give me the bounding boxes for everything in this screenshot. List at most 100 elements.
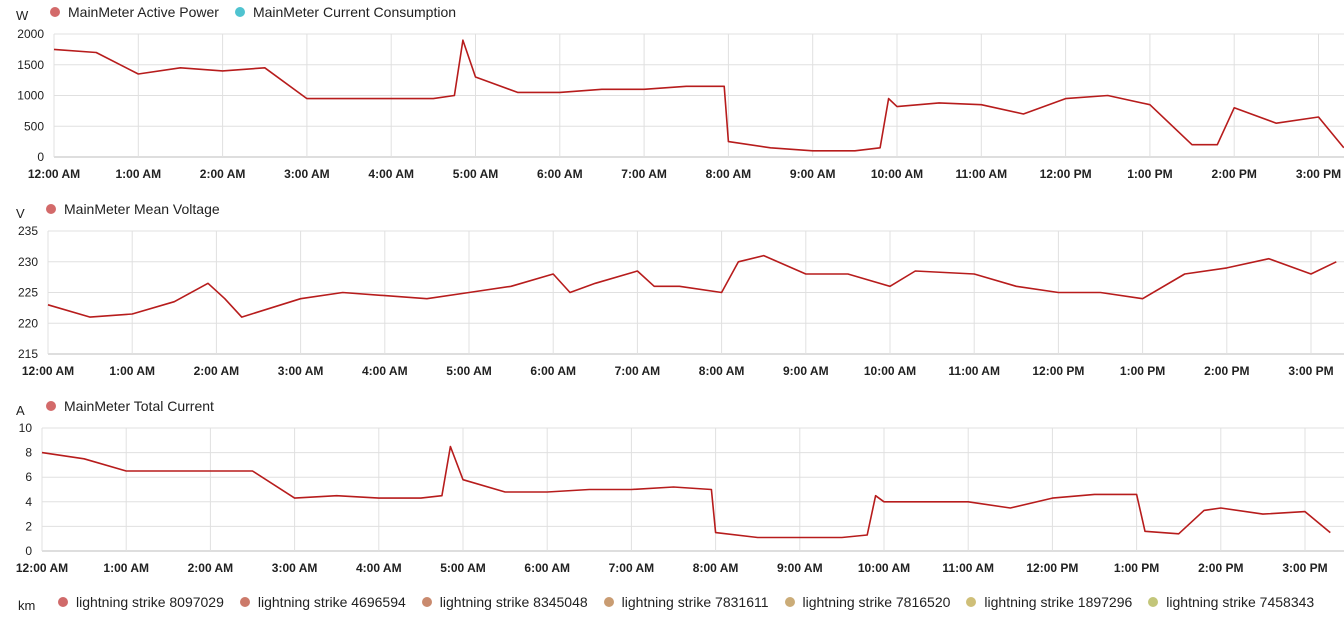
x-tick-label: 3:00 AM [284, 167, 330, 181]
x-tick-label: 6:00 AM [537, 167, 583, 181]
x-tick-label: 1:00 AM [116, 167, 162, 181]
x-tick-label: 1:00 PM [1120, 364, 1165, 378]
series-line [53, 39, 1344, 152]
chart-legend: MainMeter Total Current [46, 398, 230, 414]
y-tick-label: 0 [25, 544, 32, 558]
legend-dot-icon [239, 597, 250, 607]
legend-dot-icon [421, 597, 432, 607]
x-tick-label: 9:00 AM [783, 364, 829, 378]
y-tick-label: 1500 [17, 58, 44, 72]
legend-item-current-consumption[interactable]: MainMeter Current Consumption [234, 4, 457, 20]
y-tick-label: 1000 [17, 89, 44, 103]
legend-label: MainMeter Total Current [64, 398, 214, 414]
legend-label: lightning strike 4696594 [257, 594, 406, 610]
x-tick-label: 4:00 AM [368, 167, 414, 181]
legend-item-mean-voltage[interactable]: MainMeter Mean Voltage [46, 201, 220, 217]
x-tick-label: 12:00 AM [28, 167, 80, 181]
power-chart-panel: W MainMeter Active Power MainMeter Curre… [0, 0, 1344, 190]
x-tick-label: 9:00 AM [790, 167, 836, 181]
x-tick-label: 6:00 AM [530, 364, 576, 378]
x-tick-label: 1:00 PM [1114, 561, 1159, 575]
y-tick-label: 2000 [17, 27, 44, 41]
x-tick-label: 1:00 AM [109, 364, 155, 378]
legend-dot-icon [58, 597, 68, 607]
y-tick-label: 4 [25, 495, 32, 509]
legend-dot-icon [234, 7, 245, 17]
x-tick-label: 4:00 AM [356, 561, 402, 575]
legend-dot-icon [966, 597, 977, 607]
y-tick-label: 230 [18, 255, 38, 269]
x-tick-label: 1:00 AM [103, 561, 149, 575]
legend-item-lightning[interactable]: lightning strike 1897296 [966, 594, 1132, 610]
x-tick-label: 1:00 PM [1127, 167, 1172, 181]
legend-item-total-current[interactable]: MainMeter Total Current [46, 398, 214, 414]
x-tick-label: 11:00 AM [956, 167, 1008, 181]
current-chart-panel: A MainMeter Total Current 0 2 4 6 8 10 12:00 A… [0, 394, 1344, 584]
y-unit-label: km [18, 598, 36, 613]
series-line [41, 445, 1331, 539]
y-tick-label: 225 [18, 286, 38, 300]
x-tick-label: 2:00 AM [194, 364, 240, 378]
legend-label: lightning strike 7816520 [802, 594, 951, 610]
x-tick-label: 11:00 AM [942, 561, 994, 575]
voltage-line-chart[interactable]: 215 220 225 230 235 12:00 AM 1:00 AM 2:00 AM 3:0… [0, 197, 1344, 387]
legend-label: lightning strike 7458343 [1166, 594, 1315, 610]
y-tick-label: 6 [25, 470, 32, 484]
series-line [47, 254, 1337, 318]
current-line-chart[interactable]: 0 2 4 6 8 10 12:00 AM 1:00 AM 2:00 AM 3:00 AM 4:00… [0, 394, 1344, 584]
x-tick-label: 2:00 PM [1204, 364, 1249, 378]
legend-item-lightning[interactable]: lightning strike 4696594 [239, 594, 406, 610]
y-tick-label: 2 [25, 519, 32, 533]
y-unit-label: A [16, 403, 25, 418]
x-tick-label: 10:00 AM [858, 561, 910, 575]
x-tick-label: 10:00 AM [871, 167, 923, 181]
x-tick-label: 2:00 PM [1198, 561, 1243, 575]
legend-item-lightning[interactable]: lightning strike 7816520 [784, 594, 951, 610]
x-tick-label: 7:00 AM [621, 167, 667, 181]
x-tick-label: 3:00 PM [1282, 561, 1327, 575]
x-tick-label: 8:00 AM [693, 561, 739, 575]
legend-label: MainMeter Current Consumption [252, 4, 457, 20]
legend-label: lightning strike 7831611 [621, 594, 769, 610]
legend-item-active-power[interactable]: MainMeter Active Power [50, 4, 219, 20]
legend-dot-icon [46, 204, 56, 214]
x-tick-label: 7:00 AM [615, 364, 661, 378]
y-tick-label: 500 [24, 119, 44, 133]
legend-label: MainMeter Mean Voltage [64, 201, 220, 217]
legend-item-lightning[interactable]: lightning strike 8345048 [421, 594, 588, 610]
x-tick-label: 4:00 AM [362, 364, 408, 378]
x-tick-label: 12:00 PM [1040, 167, 1092, 181]
legend-item-lightning[interactable]: lightning strike 7831611 [603, 594, 769, 610]
x-tick-label: 12:00 AM [16, 561, 68, 575]
x-tick-label: 6:00 AM [524, 561, 570, 575]
legend-dot-icon [46, 401, 56, 411]
legend-dot-icon [50, 7, 60, 17]
x-tick-label: 11:00 AM [948, 364, 1000, 378]
x-tick-label: 3:00 PM [1288, 364, 1333, 378]
legend-label: lightning strike 8097029 [76, 594, 224, 610]
legend-item-lightning[interactable]: lightning strike 8097029 [58, 594, 224, 610]
legend-dot-icon [1148, 597, 1159, 607]
x-tick-label: 5:00 AM [453, 167, 499, 181]
y-tick-label: 215 [18, 347, 38, 361]
x-tick-label: 3:00 AM [278, 364, 324, 378]
x-tick-label: 8:00 AM [706, 167, 752, 181]
legend-item-lightning[interactable]: lightning strike 7458343 [1148, 594, 1314, 610]
y-tick-label: 0 [37, 150, 44, 164]
x-tick-label: 5:00 AM [440, 561, 486, 575]
legend-label: MainMeter Active Power [68, 4, 219, 20]
x-tick-label: 2:00 AM [188, 561, 234, 575]
y-unit-label: V [16, 206, 25, 221]
x-tick-label: 7:00 AM [609, 561, 655, 575]
x-tick-label: 9:00 AM [777, 561, 823, 575]
x-tick-label: 8:00 AM [699, 364, 745, 378]
x-tick-label: 12:00 PM [1026, 561, 1078, 575]
x-tick-label: 3:00 PM [1296, 167, 1341, 181]
y-tick-label: 8 [25, 446, 32, 460]
y-unit-label: W [16, 8, 29, 23]
x-tick-label: 5:00 AM [446, 364, 492, 378]
lightning-legend-items: lightning strike 8097029 lightning strik… [58, 594, 1330, 610]
y-tick-label: 10 [19, 421, 33, 435]
lightning-legend: km lightning strike 8097029 lightning st… [0, 590, 1344, 618]
power-line-chart[interactable]: 0 500 1000 1500 2000 12:00 AM 1:00 AM 2:00 AM 3:… [0, 0, 1344, 190]
